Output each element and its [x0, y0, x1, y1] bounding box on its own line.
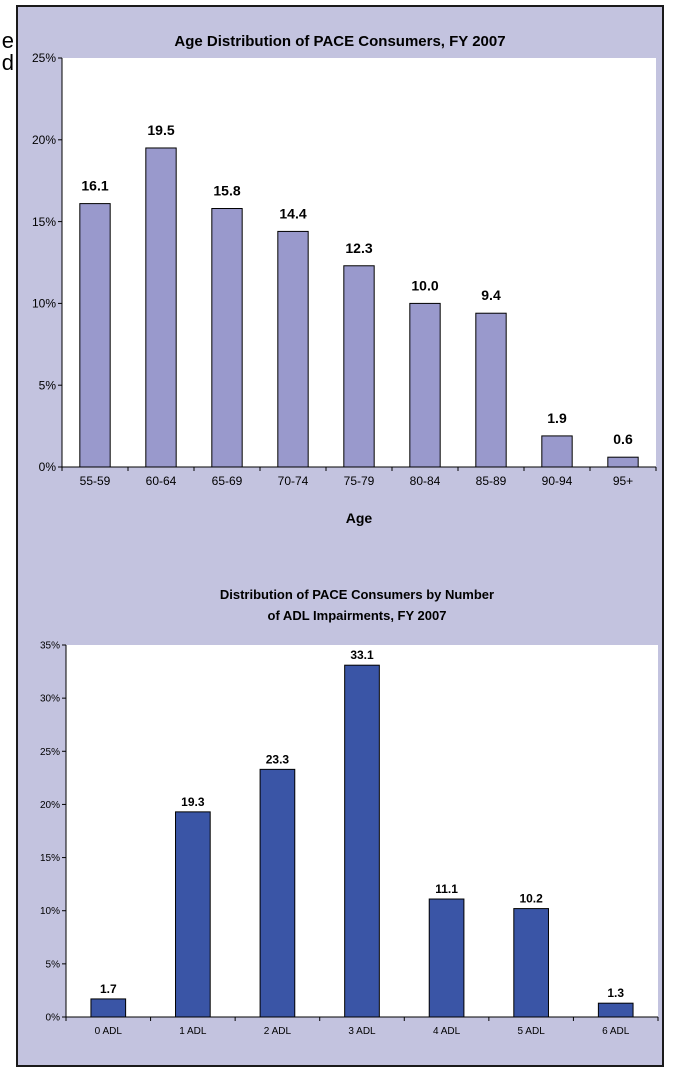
bar [343, 265, 375, 468]
cut-off-page-text: e d [0, 30, 14, 74]
y-tick-label: 25% [40, 747, 60, 758]
x-tick-label: 95+ [613, 474, 633, 488]
y-tick-label: 5% [39, 378, 57, 392]
bar-data-label: 19.5 [147, 122, 174, 138]
x-tick-label: 80-84 [410, 474, 441, 488]
y-tick-label: 10% [40, 906, 60, 917]
bar-data-label: 11.1 [435, 882, 458, 896]
x-tick-label: 90-94 [542, 474, 573, 488]
y-tick-label: 20% [32, 133, 56, 147]
cut-off-letter: d [1, 50, 14, 75]
x-tick-label: 70-74 [278, 474, 309, 488]
bar-data-label: 1.9 [547, 410, 567, 426]
bar [428, 898, 465, 1018]
bar [513, 908, 549, 1018]
y-tick-label: 5% [46, 959, 61, 970]
bar [475, 312, 507, 468]
x-tick-label: 0 ADL [95, 1026, 123, 1037]
x-tick-label: 4 ADL [433, 1026, 461, 1037]
chart1-x-axis-label: Age [346, 510, 373, 526]
cut-off-letter: e [1, 28, 14, 53]
bar-data-label: 0.6 [613, 431, 633, 447]
y-tick-label: 15% [40, 853, 60, 864]
bar [277, 230, 309, 468]
bar-data-label: 10.0 [411, 277, 438, 293]
y-tick-label: 20% [40, 800, 60, 811]
bar [541, 435, 573, 468]
x-tick-label: 75-79 [344, 474, 375, 488]
bar-data-label: 19.3 [181, 795, 205, 809]
y-tick-label: 0% [39, 460, 57, 474]
bar [597, 1002, 634, 1018]
bar [259, 768, 296, 1018]
x-tick-label: 65-69 [212, 474, 243, 488]
y-tick-label: 10% [32, 297, 56, 311]
x-tick-label: 85-89 [476, 474, 507, 488]
bar [90, 998, 127, 1018]
bar [175, 811, 211, 1018]
bar [409, 302, 441, 468]
bar-data-label: 33.1 [350, 648, 374, 662]
x-tick-label: 55-59 [80, 474, 111, 488]
x-tick-label: 6 ADL [602, 1026, 630, 1037]
bar-data-label: 12.3 [345, 240, 372, 256]
x-tick-label: 3 ADL [348, 1026, 376, 1037]
y-tick-label: 15% [32, 215, 56, 229]
bar [145, 147, 177, 468]
chart2-title-line-1: Distribution of PACE Consumers by Number [220, 587, 494, 602]
bar-data-label: 15.8 [213, 183, 240, 199]
x-tick-label: 1 ADL [179, 1026, 207, 1037]
y-tick-label: 0% [46, 1013, 61, 1024]
bar-data-label: 14.4 [279, 205, 306, 221]
x-tick-label: 2 ADL [264, 1026, 292, 1037]
x-tick-label: 5 ADL [518, 1026, 546, 1037]
bar-data-label: 10.2 [519, 892, 543, 906]
bar [344, 664, 380, 1018]
bar-data-label: 16.1 [81, 178, 108, 194]
chart1-title: Age Distribution of PACE Consumers, FY 2… [174, 33, 505, 50]
bar-data-label: 9.4 [481, 287, 501, 303]
bar-data-label: 1.3 [607, 986, 624, 1000]
y-tick-label: 25% [32, 51, 56, 65]
y-tick-label: 35% [40, 641, 60, 652]
y-tick-label: 30% [40, 694, 60, 705]
bar-data-label: 1.7 [100, 982, 117, 996]
bar-data-label: 23.3 [266, 752, 290, 766]
chart2-title-line-2: of ADL Impairments, FY 2007 [268, 608, 447, 623]
bar [211, 208, 243, 468]
x-tick-label: 60-64 [146, 474, 177, 488]
